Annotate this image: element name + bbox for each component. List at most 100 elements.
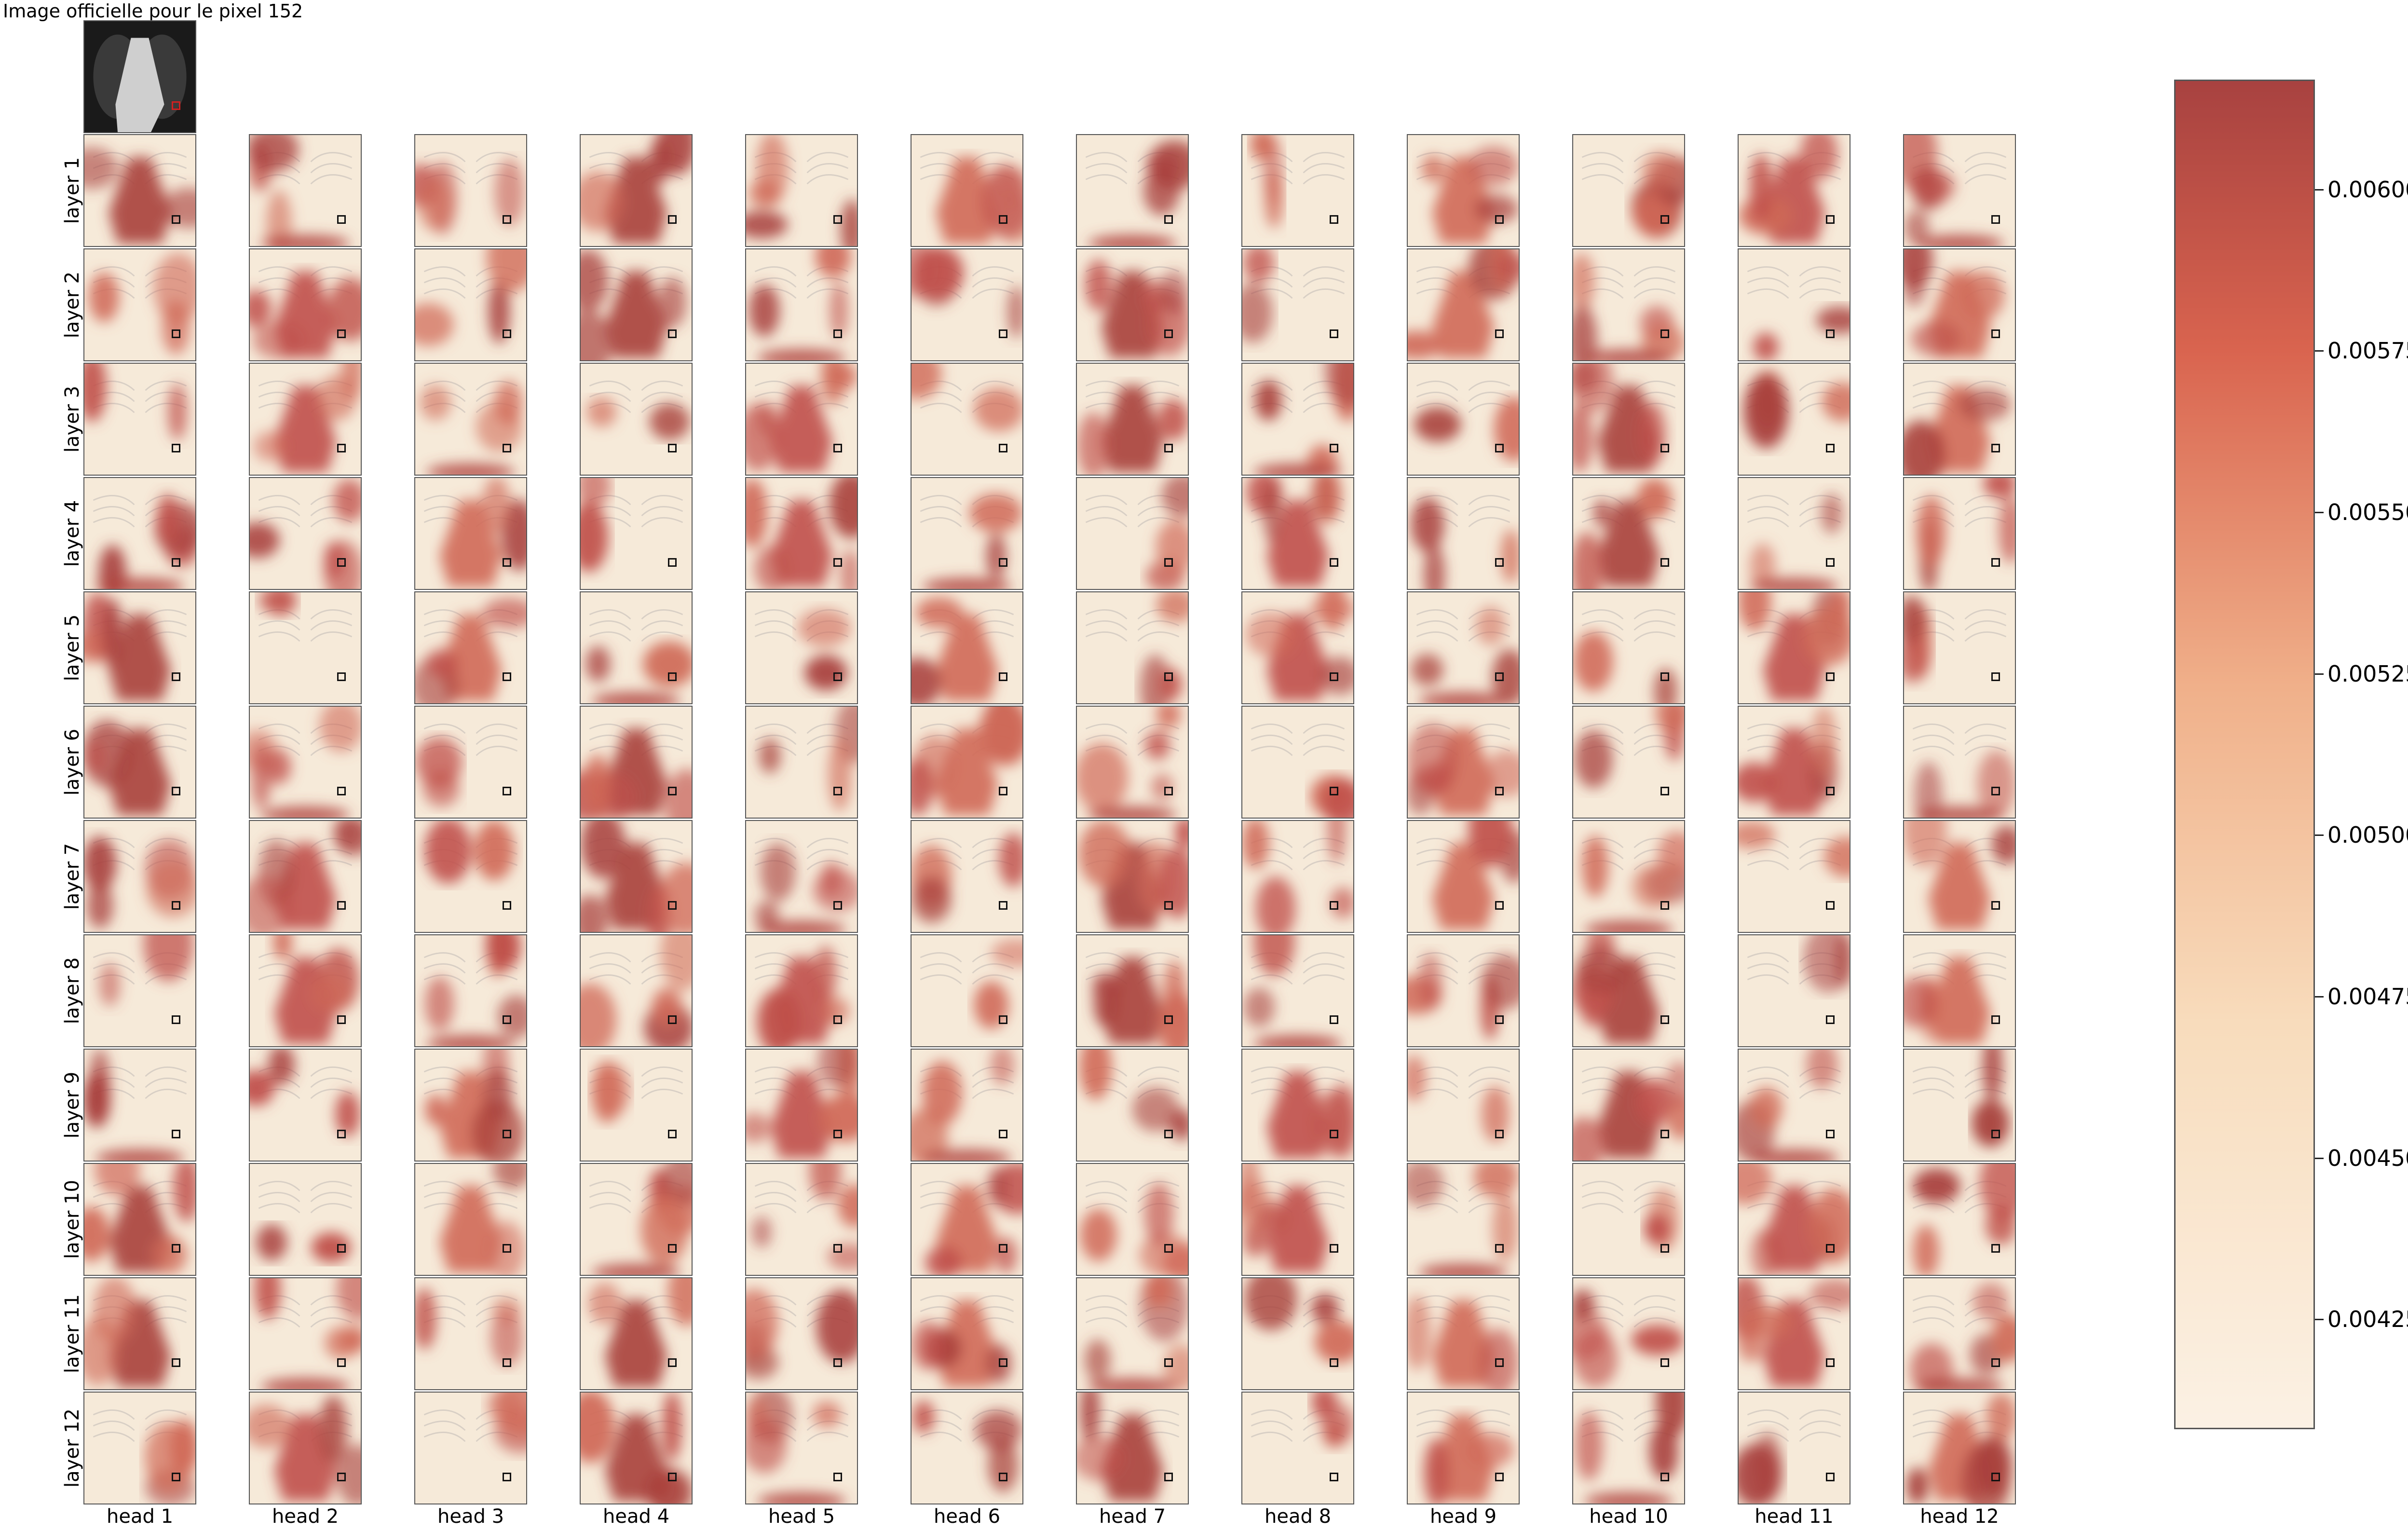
pixel-marker bbox=[1495, 1358, 1504, 1367]
pixel-marker bbox=[1660, 1244, 1669, 1253]
pixel-marker bbox=[172, 1473, 180, 1481]
column-label: head 3 bbox=[437, 1505, 504, 1528]
attention-map-layer-3-head-9 bbox=[1407, 363, 1520, 476]
attention-map-layer-11-head-3 bbox=[414, 1277, 527, 1390]
original-xray-image bbox=[83, 20, 196, 133]
column-label: head 7 bbox=[1099, 1505, 1166, 1528]
pixel-marker bbox=[1495, 444, 1504, 452]
attention-map-layer-2-head-8 bbox=[1241, 248, 1354, 361]
attention-map-layer-10-head-11 bbox=[1738, 1163, 1850, 1276]
attention-map-layer-7-head-6 bbox=[911, 820, 1023, 933]
attention-map-layer-5-head-9 bbox=[1407, 591, 1520, 704]
pixel-marker bbox=[833, 1473, 842, 1481]
attention-map-layer-11-head-6 bbox=[911, 1277, 1023, 1390]
pixel-marker bbox=[1991, 444, 2000, 452]
pixel-marker bbox=[1164, 1473, 1173, 1481]
pixel-marker bbox=[668, 1473, 677, 1481]
pixel-marker bbox=[1164, 1358, 1173, 1367]
pixel-marker bbox=[1164, 444, 1173, 452]
pixel-marker bbox=[503, 1244, 511, 1253]
pixel-marker bbox=[337, 444, 346, 452]
attention-map-layer-10-head-12 bbox=[1903, 1163, 2016, 1276]
attention-map-layer-9-head-12 bbox=[1903, 1049, 2016, 1162]
attention-map-layer-8-head-7 bbox=[1076, 934, 1189, 1047]
attention-map-layer-3-head-11 bbox=[1738, 363, 1850, 476]
column-label: head 10 bbox=[1589, 1505, 1668, 1528]
attention-map-layer-10-head-1 bbox=[83, 1163, 196, 1276]
colorbar-tick-mark bbox=[2315, 1319, 2324, 1321]
pixel-marker bbox=[172, 672, 180, 681]
pixel-marker bbox=[1495, 672, 1504, 681]
attention-map-layer-3-head-1 bbox=[83, 363, 196, 476]
pixel-marker bbox=[1330, 1244, 1338, 1253]
attention-map-layer-7-head-12 bbox=[1903, 820, 2016, 933]
pixel-marker bbox=[1495, 329, 1504, 338]
pixel-marker bbox=[172, 1130, 180, 1138]
attention-map-layer-5-head-12 bbox=[1903, 591, 2016, 704]
attention-map-layer-7-head-11 bbox=[1738, 820, 1850, 933]
attention-map-layer-3-head-10 bbox=[1572, 363, 1685, 476]
attention-map-layer-12-head-7 bbox=[1076, 1392, 1189, 1504]
attention-map-layer-4-head-1 bbox=[83, 477, 196, 590]
attention-map-layer-7-head-7 bbox=[1076, 820, 1189, 933]
attention-map-layer-6-head-8 bbox=[1241, 706, 1354, 819]
pixel-marker bbox=[172, 1358, 180, 1367]
attention-map-layer-12-head-8 bbox=[1241, 1392, 1354, 1504]
column-label: head 2 bbox=[272, 1505, 339, 1528]
pixel-marker bbox=[1330, 1130, 1338, 1138]
pixel-marker bbox=[172, 215, 180, 224]
figure-title: Image officielle pour le pixel 152 bbox=[3, 0, 303, 22]
attention-map-layer-2-head-7 bbox=[1076, 248, 1189, 361]
attention-map-layer-2-head-11 bbox=[1738, 248, 1850, 361]
pixel-marker bbox=[999, 1130, 1007, 1138]
pixel-marker bbox=[1660, 1358, 1669, 1367]
attention-map-layer-7-head-1 bbox=[83, 820, 196, 933]
pixel-marker bbox=[833, 1358, 842, 1367]
pixel-marker bbox=[999, 787, 1007, 795]
pixel-marker bbox=[503, 1130, 511, 1138]
pixel-marker bbox=[1330, 672, 1338, 681]
attention-map-layer-8-head-5 bbox=[745, 934, 858, 1047]
pixel-marker bbox=[1826, 558, 1835, 567]
row-label: layer 6 bbox=[61, 728, 83, 796]
attention-map-layer-11-head-8 bbox=[1241, 1277, 1354, 1390]
pixel-marker bbox=[503, 787, 511, 795]
pixel-marker bbox=[833, 1015, 842, 1024]
pixel-marker bbox=[337, 1015, 346, 1024]
pixel-marker bbox=[503, 1358, 511, 1367]
attention-map-layer-3-head-2 bbox=[249, 363, 362, 476]
pixel-marker bbox=[1660, 1130, 1669, 1138]
pixel-marker bbox=[337, 558, 346, 567]
pixel-marker bbox=[1495, 787, 1504, 795]
pixel-marker bbox=[1495, 901, 1504, 910]
pixel-marker bbox=[337, 787, 346, 795]
attention-map-layer-10-head-5 bbox=[745, 1163, 858, 1276]
pixel-marker bbox=[1826, 901, 1835, 910]
attention-map-layer-4-head-12 bbox=[1903, 477, 2016, 590]
attention-map-layer-10-head-2 bbox=[249, 1163, 362, 1276]
attention-map-layer-11-head-5 bbox=[745, 1277, 858, 1390]
pixel-marker bbox=[1826, 672, 1835, 681]
pixel-marker bbox=[668, 787, 677, 795]
pixel-marker bbox=[1826, 1015, 1835, 1024]
pixel-marker bbox=[1495, 1015, 1504, 1024]
pixel-marker bbox=[172, 101, 180, 110]
pixel-marker bbox=[1991, 1473, 2000, 1481]
pixel-marker bbox=[668, 444, 677, 452]
pixel-marker bbox=[1660, 1015, 1669, 1024]
attention-map-layer-9-head-7 bbox=[1076, 1049, 1189, 1162]
attention-map-layer-9-head-6 bbox=[911, 1049, 1023, 1162]
attention-map-layer-1-head-2 bbox=[249, 134, 362, 247]
pixel-marker bbox=[833, 329, 842, 338]
attention-map-layer-9-head-2 bbox=[249, 1049, 362, 1162]
pixel-marker bbox=[1330, 444, 1338, 452]
attention-map-layer-7-head-8 bbox=[1241, 820, 1354, 933]
pixel-marker bbox=[833, 558, 842, 567]
attention-map-layer-5-head-7 bbox=[1076, 591, 1189, 704]
pixel-marker bbox=[1330, 787, 1338, 795]
attention-map-layer-1-head-1 bbox=[83, 134, 196, 247]
pixel-marker bbox=[1495, 1244, 1504, 1253]
attention-map-layer-10-head-7 bbox=[1076, 1163, 1189, 1276]
pixel-marker bbox=[833, 444, 842, 452]
